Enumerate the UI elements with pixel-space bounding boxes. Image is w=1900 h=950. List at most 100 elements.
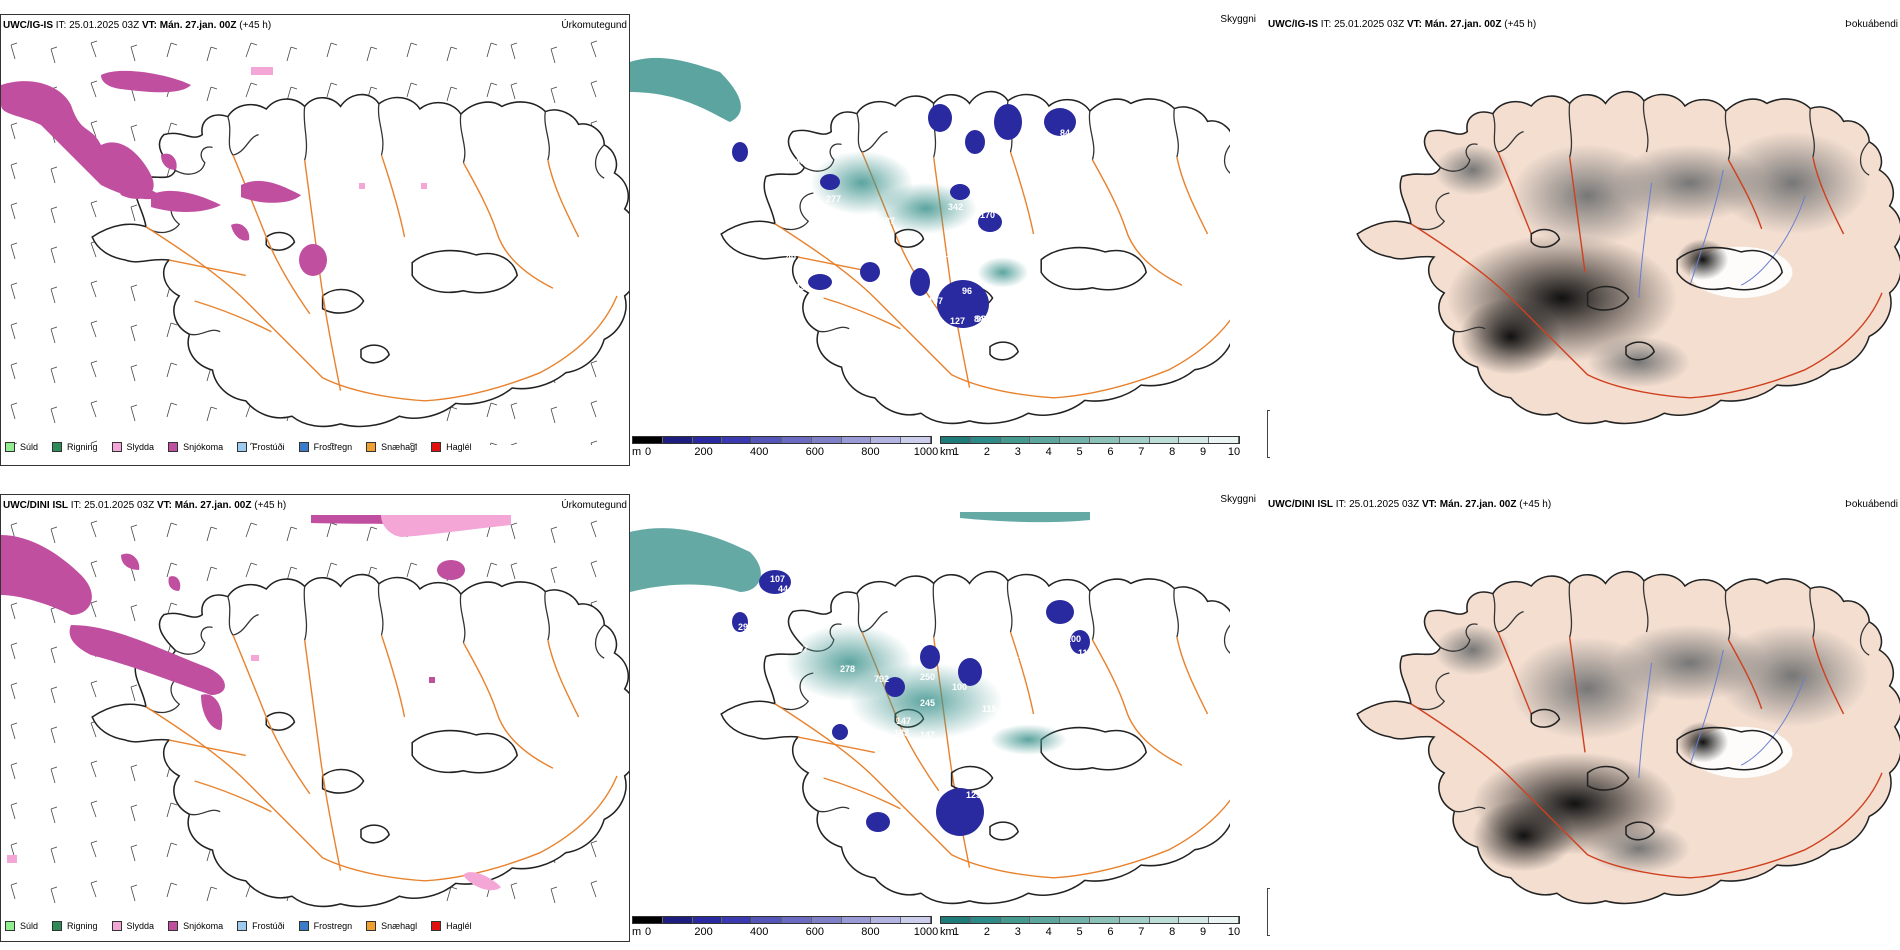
vis-header-top: Skyggni	[630, 14, 1270, 32]
vis-m-bar	[632, 436, 932, 444]
vis-value-label: 107	[1082, 660, 1097, 670]
legend-label: Haglél	[446, 442, 472, 452]
legend-label: Slydda	[126, 921, 155, 931]
legend-swatch	[298, 442, 309, 452]
vis-value-label: 110	[892, 874, 907, 884]
colorbar-tick: 0	[644, 926, 652, 938]
it-label: IT:	[55, 20, 67, 31]
colorbar-segment	[781, 917, 812, 923]
colorbar-tick: 5	[1076, 926, 1083, 938]
vis-m-bar-bottom: m 0 200 400 600 800 1000	[632, 916, 938, 940]
colorbar-tick: 2	[983, 446, 990, 458]
vis-labels-top: 382 38 255 743 53 277 787 342 170 231 84 11 18 40 84 10…	[738, 79, 1070, 326]
legend-item: Snæhagl	[366, 442, 417, 452]
vt-time: Mán. 27.jan. 00Z	[159, 20, 237, 31]
vis-panel-bottom: Skyggni 326 107 44 6	[630, 494, 1270, 942]
vis-value-label: 255	[768, 142, 783, 152]
legend-label: Frostregn	[313, 921, 353, 931]
precip-header-top: UWC/IG-IS IT: 25.01.2025 03Z VT: Mán. 27…	[1, 15, 629, 33]
model-name: UWC/DINI ISL	[1268, 499, 1333, 510]
vis-value-label: 787	[880, 216, 895, 226]
vis-km-bar-top: km 1 2 3 4 5 6 7 8 9 10	[940, 436, 1240, 460]
vis-header-bottom: Skyggni	[630, 494, 1270, 512]
colorbar-tick: 200	[694, 926, 713, 938]
vis-m-bar	[632, 916, 932, 924]
legend-swatch	[111, 921, 122, 931]
legend-item: Slydda	[111, 442, 154, 452]
colorbar-unit: km	[940, 926, 955, 938]
colorbar-segment	[1030, 437, 1061, 443]
vis-value-label: 53	[752, 174, 762, 184]
vis-value-label: 127	[950, 316, 965, 326]
legend-item: Haglél	[431, 921, 472, 931]
vis-value-label: 183	[894, 728, 909, 738]
colorbar-tick: 8	[1169, 446, 1176, 458]
colorbar-tick: 8	[1169, 926, 1176, 938]
colorbar-tick: 800	[861, 446, 880, 458]
vis-value-label: 278	[840, 664, 855, 674]
precip-legend-bottom: Súld Rigning Slydda Snjókoma Frostúði Fr…	[5, 917, 486, 935]
vis-value-label: 107	[928, 296, 943, 306]
colorbar-tick: 1000	[913, 446, 939, 458]
colorbar-segment	[1000, 437, 1031, 443]
vis-value-label: 250	[920, 672, 935, 682]
fog-header-bottom: UWC/DINI ISL IT: 25.01.2025 03Z VT: Mán.…	[1266, 494, 1900, 512]
fog-legend-bottom: 0 60	[1267, 888, 1270, 936]
legend-swatch	[52, 921, 63, 931]
colorbar-segment	[901, 917, 931, 923]
colorbar-segment	[633, 917, 663, 923]
legend-label: Snæhagl	[381, 921, 418, 931]
colorbar-unit: m	[632, 926, 642, 938]
legend-label: Snjókoma	[183, 921, 224, 931]
lead-time: (+45 h)	[1519, 499, 1552, 510]
colorbar-tick: 3	[1014, 926, 1021, 938]
vis-value-label: 743	[790, 156, 805, 166]
vis-value-label: 342	[948, 202, 963, 212]
colorbar-segment	[1149, 917, 1180, 923]
vis-title: Skyggni	[1220, 494, 1256, 505]
it-time: 25.01.2025 03Z	[69, 20, 140, 31]
vis-value-label: 40	[786, 252, 796, 262]
colorbar-tick: 10	[1227, 446, 1241, 458]
vis-value-label: 18	[1026, 164, 1036, 174]
colorbar-segment	[1179, 437, 1210, 443]
legend-swatch	[111, 442, 122, 452]
vis-value-label: 62	[734, 602, 744, 612]
vis-value-label: 326	[1040, 554, 1055, 564]
vis-value-label: 143	[790, 282, 805, 292]
colorbar-segment	[871, 917, 902, 923]
model-name: UWC/IG-IS	[1268, 19, 1318, 30]
fog-title: Þokuábendi	[1845, 499, 1898, 510]
colorbar-tick: 6	[1107, 446, 1114, 458]
fog-map-bottom	[1356, 570, 1900, 905]
colorbar-tick: 7	[1138, 926, 1145, 938]
colorbar-tick: 6	[1107, 926, 1114, 938]
vis-value-label: 382	[770, 79, 785, 89]
colorbar-segment	[1060, 917, 1090, 923]
legend-label: Súld	[20, 442, 39, 452]
colorbar-segment	[722, 437, 753, 443]
colorbar-segment	[722, 917, 753, 923]
precip-title: Úrkomutegund	[561, 500, 627, 511]
colorbar-segment	[752, 437, 782, 443]
legend-swatch	[52, 442, 63, 452]
legend-item: Snjókoma	[168, 442, 223, 452]
vis-value-label: 792	[874, 674, 889, 684]
legend-label: Rigning	[67, 442, 98, 452]
it-label: IT:	[1335, 499, 1347, 510]
vis-value-label: 245	[920, 698, 935, 708]
colorbar-tick: 800	[861, 926, 880, 938]
vis-value-label: 96	[924, 308, 934, 318]
legend-swatch	[298, 921, 309, 931]
legend-label: Frostregn	[313, 442, 353, 452]
vt-label: VT:	[1406, 19, 1422, 30]
it-time: 25.01.2025 03Z	[1334, 19, 1405, 30]
vis-value-label: 96	[962, 286, 972, 296]
legend-label: Súld	[20, 921, 39, 931]
it-label: IT:	[70, 500, 82, 511]
legend-label: Snæhagl	[381, 442, 418, 452]
colorbar-segment	[941, 437, 971, 443]
colorbar-segment	[1209, 917, 1239, 923]
vt-time: Mán. 27.jan. 00Z	[174, 500, 252, 511]
colorbar-tick: 4	[1045, 446, 1052, 458]
